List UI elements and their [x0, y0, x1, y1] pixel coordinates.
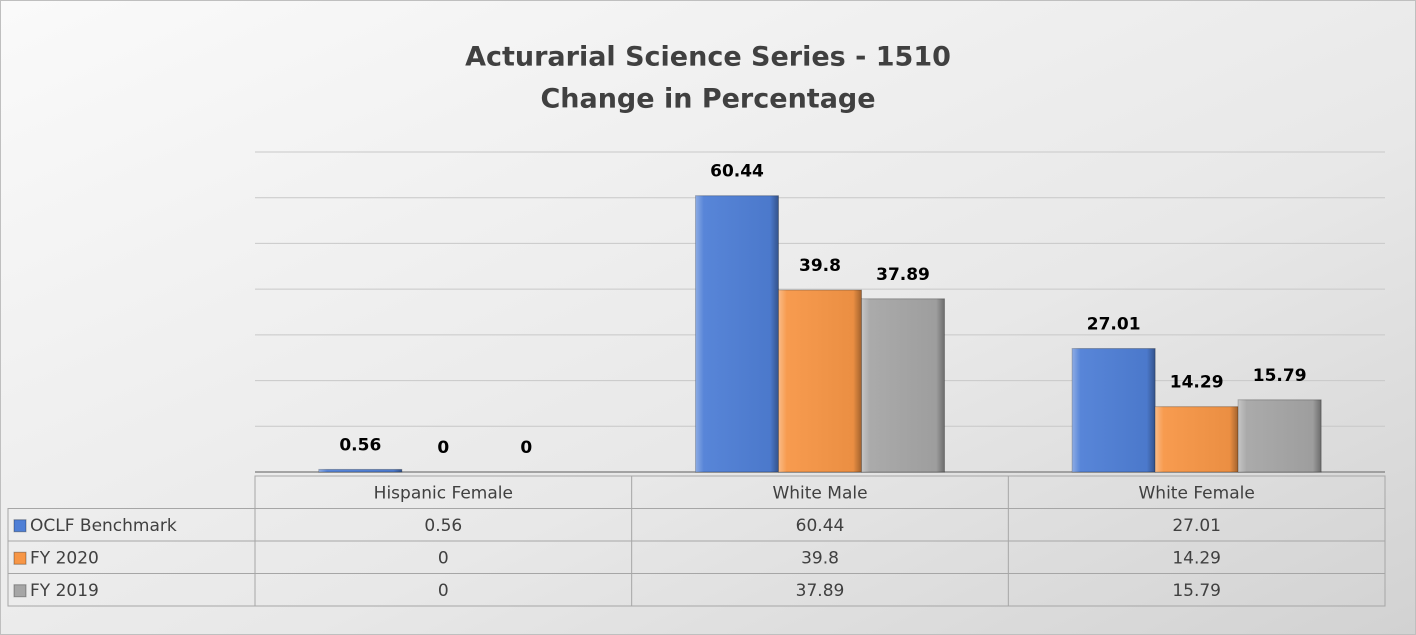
legend-key — [13, 584, 27, 598]
table-cell: 15.79 — [1172, 581, 1221, 601]
table-border — [7, 508, 1386, 607]
table-cell: 27.01 — [1172, 516, 1221, 536]
x-tick-label: White Male — [772, 483, 867, 503]
bar-bevel — [695, 195, 779, 472]
table-cell: 60.44 — [796, 516, 845, 536]
data-label: 39.8 — [799, 256, 841, 276]
data-label: 37.89 — [876, 265, 930, 285]
bar-bevel — [861, 298, 945, 472]
data-label: 14.29 — [1170, 373, 1224, 393]
table-cell: 0 — [438, 581, 449, 601]
bar-bevel — [318, 469, 402, 472]
legend-label: FY 2019 — [30, 581, 99, 601]
data-label: 15.79 — [1253, 366, 1307, 386]
data-label: 0.56 — [339, 435, 381, 455]
data-label: 0 — [520, 438, 532, 458]
table-cell: 39.8 — [801, 548, 839, 568]
legend-key — [13, 551, 27, 565]
legend-key — [13, 519, 27, 533]
table-cell: 37.89 — [796, 581, 845, 601]
table-cell: 0.56 — [424, 516, 462, 536]
bar-bevel — [1072, 348, 1156, 472]
chart-subtitle: Change in Percentage — [540, 84, 875, 115]
legend-label: FY 2020 — [30, 548, 99, 568]
data-label: 0 — [437, 438, 449, 458]
legend-label: OCLF Benchmark — [30, 516, 177, 536]
chart-title: Acturarial Science Series - 1510 — [465, 42, 951, 73]
x-tick-label: Hispanic Female — [374, 483, 513, 503]
table-cell: 0 — [438, 548, 449, 568]
bar-bevel — [1238, 399, 1322, 472]
data-label: 60.44 — [710, 162, 764, 182]
bar-bevel — [1155, 406, 1239, 472]
data-label: 27.01 — [1087, 315, 1141, 335]
x-tick-label: White Female — [1139, 483, 1255, 503]
bar-bevel — [778, 290, 862, 472]
table-cell: 14.29 — [1172, 548, 1221, 568]
